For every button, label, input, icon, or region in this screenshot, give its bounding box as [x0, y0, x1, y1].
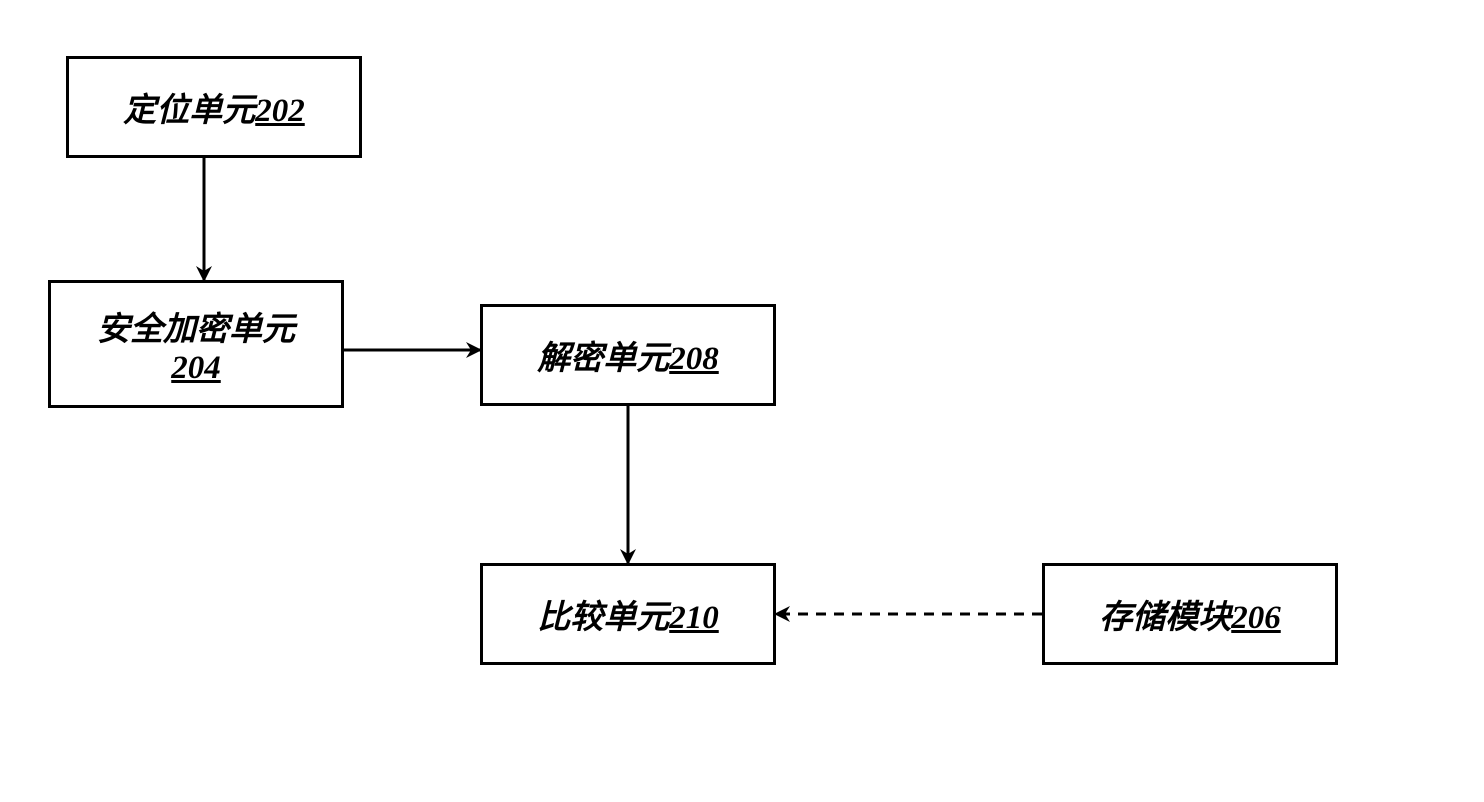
box-compare-content: 比较单元210	[537, 590, 719, 638]
box-storage-ref: 206	[1231, 600, 1281, 636]
box-compare-ref: 210	[669, 600, 719, 636]
box-locator-ref: 202	[255, 93, 305, 129]
box-decrypt-label: 解密单元	[537, 341, 669, 377]
box-compare-label: 比较单元	[537, 600, 669, 636]
box-locator-label: 定位单元	[123, 93, 255, 129]
box-decrypt-content: 解密单元208	[537, 331, 719, 379]
box-encrypt-ref: 204	[171, 350, 221, 386]
box-decrypt: 解密单元208	[480, 304, 776, 406]
box-decrypt-ref: 208	[669, 341, 719, 377]
box-locator-content: 定位单元202	[123, 83, 305, 131]
box-storage: 存储模块206	[1042, 563, 1338, 665]
box-compare: 比较单元210	[480, 563, 776, 665]
box-storage-content: 存储模块206	[1099, 590, 1281, 638]
box-locator: 定位单元202	[66, 56, 362, 158]
box-encrypt: 安全加密单元204	[48, 280, 344, 408]
box-encrypt-label: 安全加密单元	[97, 312, 295, 348]
box-storage-label: 存储模块	[1099, 600, 1231, 636]
box-encrypt-content: 安全加密单元204	[97, 302, 295, 387]
